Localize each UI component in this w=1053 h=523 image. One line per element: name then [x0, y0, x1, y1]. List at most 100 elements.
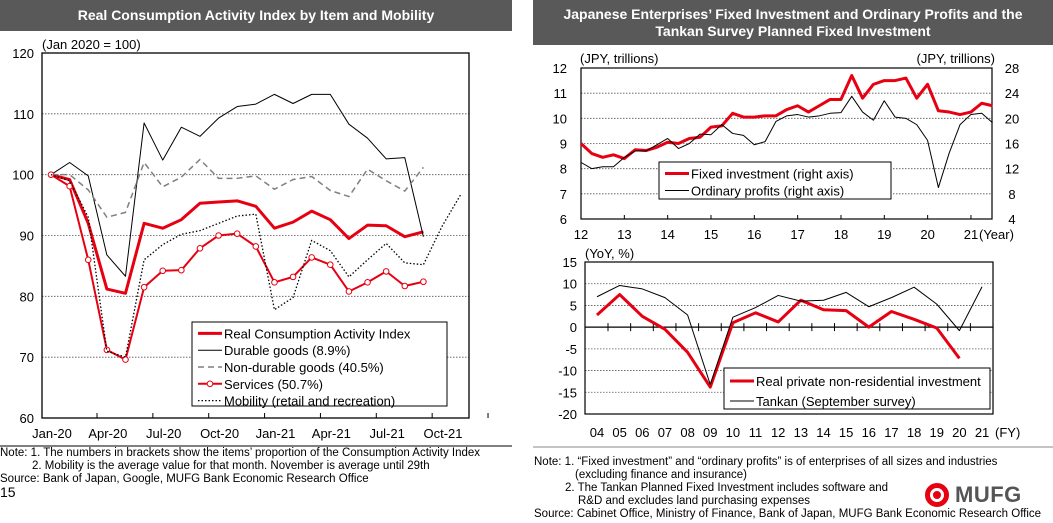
- c3-x-tick-label: 17: [884, 425, 898, 440]
- c1-y-tick-label: 80: [20, 289, 34, 304]
- c1-x-tick-label: Jan-20: [32, 426, 72, 441]
- c2-x-tick-label: 17: [790, 227, 804, 242]
- c1-series-3-marker: [271, 279, 278, 286]
- c2-left-unit-label: (JPY, trillions): [580, 51, 659, 66]
- c3-series-1-line: [596, 284, 983, 385]
- left-source: Source: Bank of Japan, Google, MUFG Bank…: [0, 473, 369, 485]
- c1-series-3-marker: [233, 230, 241, 237]
- c3-y-tick-label: -20: [558, 407, 577, 422]
- c1-series-3-marker: [178, 266, 185, 274]
- legend-label: Services (50.7%): [224, 377, 323, 392]
- legend-box: [191, 321, 448, 407]
- c3-x-tick-label: 14: [816, 425, 830, 440]
- c2-x-tick-label: 16: [747, 227, 761, 242]
- c2-y-left-tick-label: 6: [560, 212, 567, 227]
- c2-x-tick-label: 19: [877, 227, 891, 242]
- c1-series-3-marker: [66, 182, 73, 190]
- c2-y-left-tick-label: 11: [554, 86, 568, 101]
- right-source: Source: Cabinet Office, Ministry of Fina…: [534, 508, 1042, 520]
- c2-y-right-tick-label: 8: [1008, 187, 1015, 202]
- c1-series-3-marker: [308, 254, 315, 261]
- c1-series-3-marker: [84, 256, 92, 264]
- c2-right-unit-label: (JPY, trillions): [916, 51, 995, 66]
- c2-y-right-tick-label: 20: [1005, 111, 1019, 126]
- c3-x-tick-label: 12: [771, 425, 785, 440]
- c1-series-3-marker: [252, 243, 260, 250]
- c3-y-tick-label: 0: [570, 320, 577, 335]
- c2-y-right-tick-label: 4: [1008, 212, 1015, 227]
- c3-x-tick-label: 08: [680, 425, 694, 440]
- c1-x-tick-label: Apr-21: [312, 426, 351, 441]
- c2-x-tick-label: 12: [574, 227, 588, 242]
- legend-label: Mobility (retail and recreation): [224, 394, 395, 409]
- page-number: 15: [0, 484, 16, 500]
- right-note-1: Note: 1. “Fixed investment” and “ordinar…: [534, 456, 998, 468]
- c2-x-tick-label: 20: [920, 227, 934, 242]
- legend-label: Real Consumption Activity Index: [224, 326, 411, 341]
- c3-y-tick-label: -5: [565, 342, 577, 357]
- c3-x-tick-label: 20: [952, 425, 966, 440]
- mufg-ring-icon: [925, 483, 949, 507]
- c2-x-tick-label: 14: [660, 227, 674, 242]
- c3-unit-label: (YoY, %): [585, 246, 634, 261]
- c1-y-tick-label: 60: [20, 411, 34, 426]
- c1-series-2-line: [51, 158, 424, 218]
- c3-series-0-line: [595, 293, 961, 389]
- c3-y-tick-label: 5: [570, 298, 577, 313]
- c2-y-right-tick-label: 16: [1005, 137, 1019, 152]
- c1-series-3-marker: [420, 278, 427, 286]
- legend-marker: [206, 380, 214, 388]
- c3-y-tick-label: -15: [558, 385, 577, 400]
- right-note-2: 2. The Tankan Planned Fixed Investment i…: [565, 482, 889, 494]
- c2-series-1-line: [580, 95, 993, 189]
- c2-series-0-line: [579, 74, 993, 161]
- c1-series-3-marker: [382, 268, 390, 275]
- c1-y-tick-label: 90: [20, 229, 34, 244]
- legend-box: [723, 367, 991, 410]
- c1-series-3-marker: [289, 273, 297, 281]
- c3-x-tick-label: 11: [749, 425, 763, 440]
- c1-x-tick-label: Jul-21: [369, 426, 404, 441]
- mufg-logo: MUFG: [925, 482, 1022, 508]
- c1-series-3-marker: [215, 232, 222, 239]
- c3-x-tick-label: 07: [658, 425, 672, 440]
- legend-label: Fixed investment (right axis): [691, 167, 854, 182]
- right-chart-title: Japanese Enterprises’ Fixed Investment a…: [533, 0, 1053, 45]
- c3-x-tick-label: 15: [839, 425, 853, 440]
- legend-label: Non-durable goods (40.5%): [224, 360, 384, 375]
- legend-label: Tankan (September survey): [756, 394, 916, 409]
- c2-x-tick-label: 13: [617, 227, 631, 242]
- c3-y-tick-label: 10: [563, 277, 577, 292]
- c2-x-tick-label: 15: [704, 227, 718, 242]
- right-note-1b: (excluding finance and insurance): [575, 469, 747, 481]
- c1-series-3-marker: [159, 267, 167, 275]
- legend-label: Durable goods (8.9%): [224, 343, 350, 358]
- c1-x-tick-label: Jan-21: [256, 426, 296, 441]
- c2-x-tick-label: 18: [834, 227, 848, 242]
- c3-plot-frame: [584, 261, 994, 415]
- c3-x-tick-label: 18: [907, 425, 921, 440]
- c1-unit-label: (Jan 2020 = 100): [42, 37, 141, 52]
- c1-series-1-line: [50, 93, 424, 277]
- c3-x-tick-label: 05: [612, 425, 626, 440]
- c3-x-tick-label: 10: [726, 425, 740, 440]
- left-note-2: 2. Mobility is the average value for tha…: [32, 460, 430, 472]
- legend-label: Ordinary profits (right axis): [691, 184, 844, 199]
- c1-x-tick-label: Oct-21: [424, 426, 463, 441]
- c3-y-tick-label: -10: [558, 364, 577, 379]
- c1-series-3-marker: [345, 288, 353, 295]
- right-note-2b: R&D and excludes land purchasing expense…: [578, 495, 811, 507]
- c3-y-tick-label: 15: [563, 255, 577, 270]
- c2-y-left-tick-label: 10: [553, 111, 567, 126]
- c3-x-tick-label: 16: [862, 425, 876, 440]
- c1-plot-frame: [41, 52, 470, 419]
- c3-x-tick-label: 06: [635, 425, 649, 440]
- c1-y-tick-label: 70: [20, 350, 34, 365]
- c1-series-3-marker: [327, 261, 334, 269]
- c3-x-tick-label: 19: [930, 425, 944, 440]
- c1-y-tick-label: 110: [13, 107, 34, 122]
- c2-x-unit: (Year): [979, 227, 1014, 242]
- c2-y-left-tick-label: 7: [560, 187, 567, 202]
